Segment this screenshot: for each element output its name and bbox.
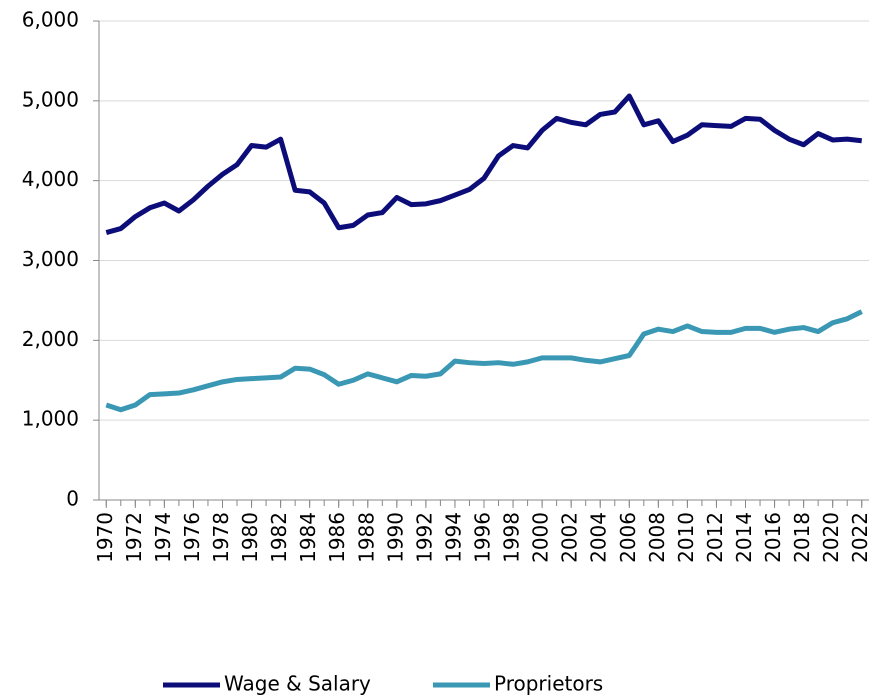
x-tick-label: 1996: [471, 512, 495, 563]
x-tick-label: 2022: [848, 512, 872, 563]
x-tick-label: 2014: [732, 512, 756, 563]
x-tick-label: 2016: [761, 512, 785, 563]
x-tick-label: 2020: [819, 512, 843, 563]
x-tick-label: 1988: [354, 512, 378, 563]
y-tick-label: 1,000: [22, 407, 79, 431]
x-tick-label: 1974: [151, 512, 175, 563]
x-tick-label: 1972: [122, 512, 146, 563]
series-line: [105, 309, 863, 413]
x-tick-label: 2018: [790, 512, 814, 563]
x-tick-label: 2010: [674, 512, 698, 563]
legend-label: Proprietors: [494, 672, 603, 696]
x-tick-label: 2002: [558, 512, 582, 563]
x-tick-label: 1998: [500, 512, 524, 563]
x-tick-label: 1986: [325, 512, 349, 563]
x-tick-label: 1990: [383, 512, 407, 563]
x-tick-label: 1994: [441, 512, 465, 563]
x-tick-label: 1984: [296, 512, 320, 563]
y-tick-label: 6,000: [22, 8, 79, 32]
x-tick-label: 2000: [529, 512, 553, 563]
x-tick-label: 1980: [238, 512, 262, 563]
series-line: [105, 93, 863, 235]
y-tick-label: 4,000: [22, 167, 79, 191]
x-tick-label: 2004: [587, 512, 611, 563]
x-tick-label: 1976: [180, 512, 204, 563]
y-tick-label: 0: [66, 487, 79, 511]
x-tick-label: 1978: [209, 512, 233, 563]
x-tick-label: 1992: [412, 512, 436, 563]
legend-label: Wage & Salary: [224, 672, 371, 696]
y-tick-label: 3,000: [22, 247, 79, 271]
x-tick-label: 2006: [616, 512, 640, 563]
x-tick-label: 1970: [93, 512, 117, 563]
x-tick-label: 2008: [645, 512, 669, 563]
y-tick-label: 2,000: [22, 327, 79, 351]
x-tick-label: 2012: [703, 512, 727, 563]
x-tick-label: 1982: [267, 512, 291, 563]
y-tick-label: 5,000: [22, 87, 79, 111]
